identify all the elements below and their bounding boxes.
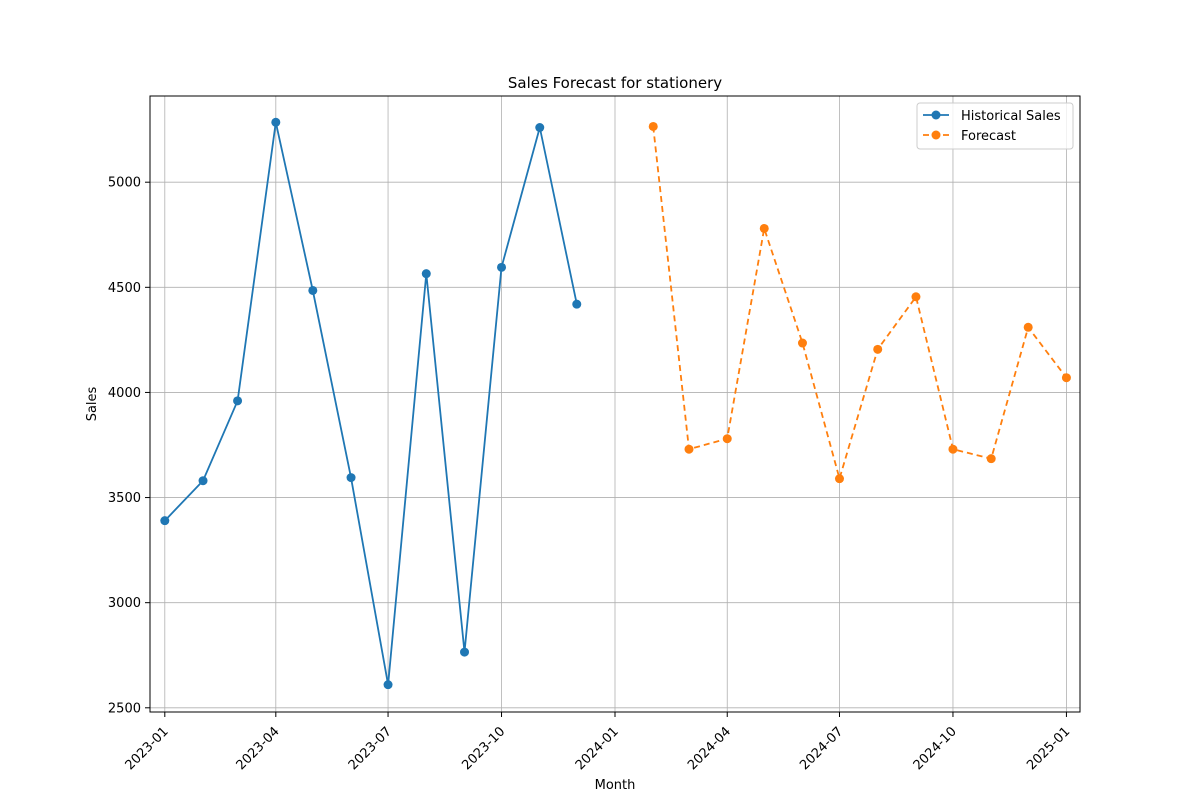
data-point [497, 262, 507, 272]
data-point [535, 123, 545, 133]
data-point [233, 396, 243, 406]
data-point [383, 680, 393, 690]
y-tick-label: 5000 [108, 176, 141, 191]
y-axis: 2500 3000 3500 4000 4500 5000 [108, 176, 150, 716]
series-1 [648, 121, 1071, 484]
y-tick-label: 4000 [108, 386, 141, 401]
legend-forecast-marker [931, 130, 941, 140]
y-tick-label: 4500 [108, 281, 141, 296]
legend: Historical Sales Forecast [916, 102, 1074, 150]
data-point [834, 474, 844, 484]
chart-title: Sales Forecast for stationery [508, 74, 722, 92]
data-point [684, 444, 694, 454]
data-point [948, 444, 958, 454]
data-point [911, 292, 921, 302]
series-line [164, 122, 578, 685]
data-point [648, 121, 658, 131]
legend-forecast-label: Forecast [961, 129, 1016, 144]
data-point [1061, 373, 1071, 383]
data-point [198, 476, 208, 486]
data-point [271, 117, 281, 127]
data-point [797, 338, 807, 348]
y-tick-label: 3500 [108, 491, 141, 506]
legend-box [916, 102, 1074, 150]
x-axis-title: Month [595, 778, 636, 793]
data-point [308, 285, 318, 295]
data-point [873, 344, 883, 354]
y-axis-title: Sales [85, 386, 100, 421]
data-point [759, 223, 769, 233]
legend-historical-label: Historical Sales [961, 109, 1061, 124]
data-point [1023, 322, 1033, 332]
series-layer [160, 117, 1071, 690]
data-point [346, 473, 356, 483]
data-point [160, 516, 170, 526]
data-point [572, 299, 582, 309]
data-point [722, 434, 732, 444]
grid-lines [150, 96, 1080, 712]
y-tick-label: 2500 [108, 701, 141, 716]
y-tick-label: 3000 [108, 596, 141, 611]
legend-historical-marker [931, 110, 941, 120]
data-point [986, 454, 996, 464]
data-point [460, 647, 470, 657]
series-0 [160, 117, 582, 690]
data-point [421, 269, 431, 279]
